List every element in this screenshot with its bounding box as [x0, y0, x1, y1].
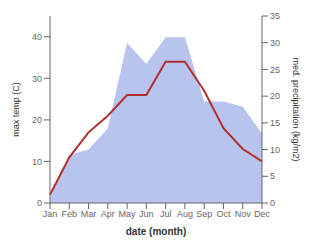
svg-text:date (month): date (month): [126, 226, 187, 237]
svg-text:Dec: Dec: [254, 209, 271, 219]
svg-text:Jan: Jan: [43, 209, 58, 219]
svg-text:15: 15: [270, 118, 280, 128]
svg-text:20: 20: [270, 91, 280, 101]
svg-text:30: 30: [32, 74, 42, 84]
svg-text:20: 20: [32, 115, 42, 125]
svg-text:Oct: Oct: [216, 209, 231, 219]
svg-text:max temp (C): max temp (C): [11, 82, 21, 137]
svg-text:35: 35: [270, 11, 280, 21]
svg-text:Jun: Jun: [139, 209, 154, 219]
svg-text:0: 0: [270, 198, 275, 208]
svg-text:10: 10: [270, 145, 280, 155]
svg-text:Apr: Apr: [101, 209, 115, 219]
svg-text:Jul: Jul: [160, 209, 172, 219]
svg-text:25: 25: [270, 65, 280, 75]
svg-text:5: 5: [270, 171, 275, 181]
svg-text:May: May: [119, 209, 137, 219]
svg-text:40: 40: [32, 32, 42, 42]
svg-text:med. precipitation (kg/m2): med. precipitation (kg/m2): [291, 57, 301, 161]
svg-text:30: 30: [270, 38, 280, 48]
svg-text:Feb: Feb: [62, 209, 78, 219]
svg-text:Mar: Mar: [81, 209, 97, 219]
svg-text:10: 10: [32, 157, 42, 167]
svg-text:Aug: Aug: [177, 209, 193, 219]
svg-text:Sep: Sep: [196, 209, 212, 219]
svg-text:0: 0: [37, 198, 42, 208]
svg-text:Nov: Nov: [235, 209, 252, 219]
